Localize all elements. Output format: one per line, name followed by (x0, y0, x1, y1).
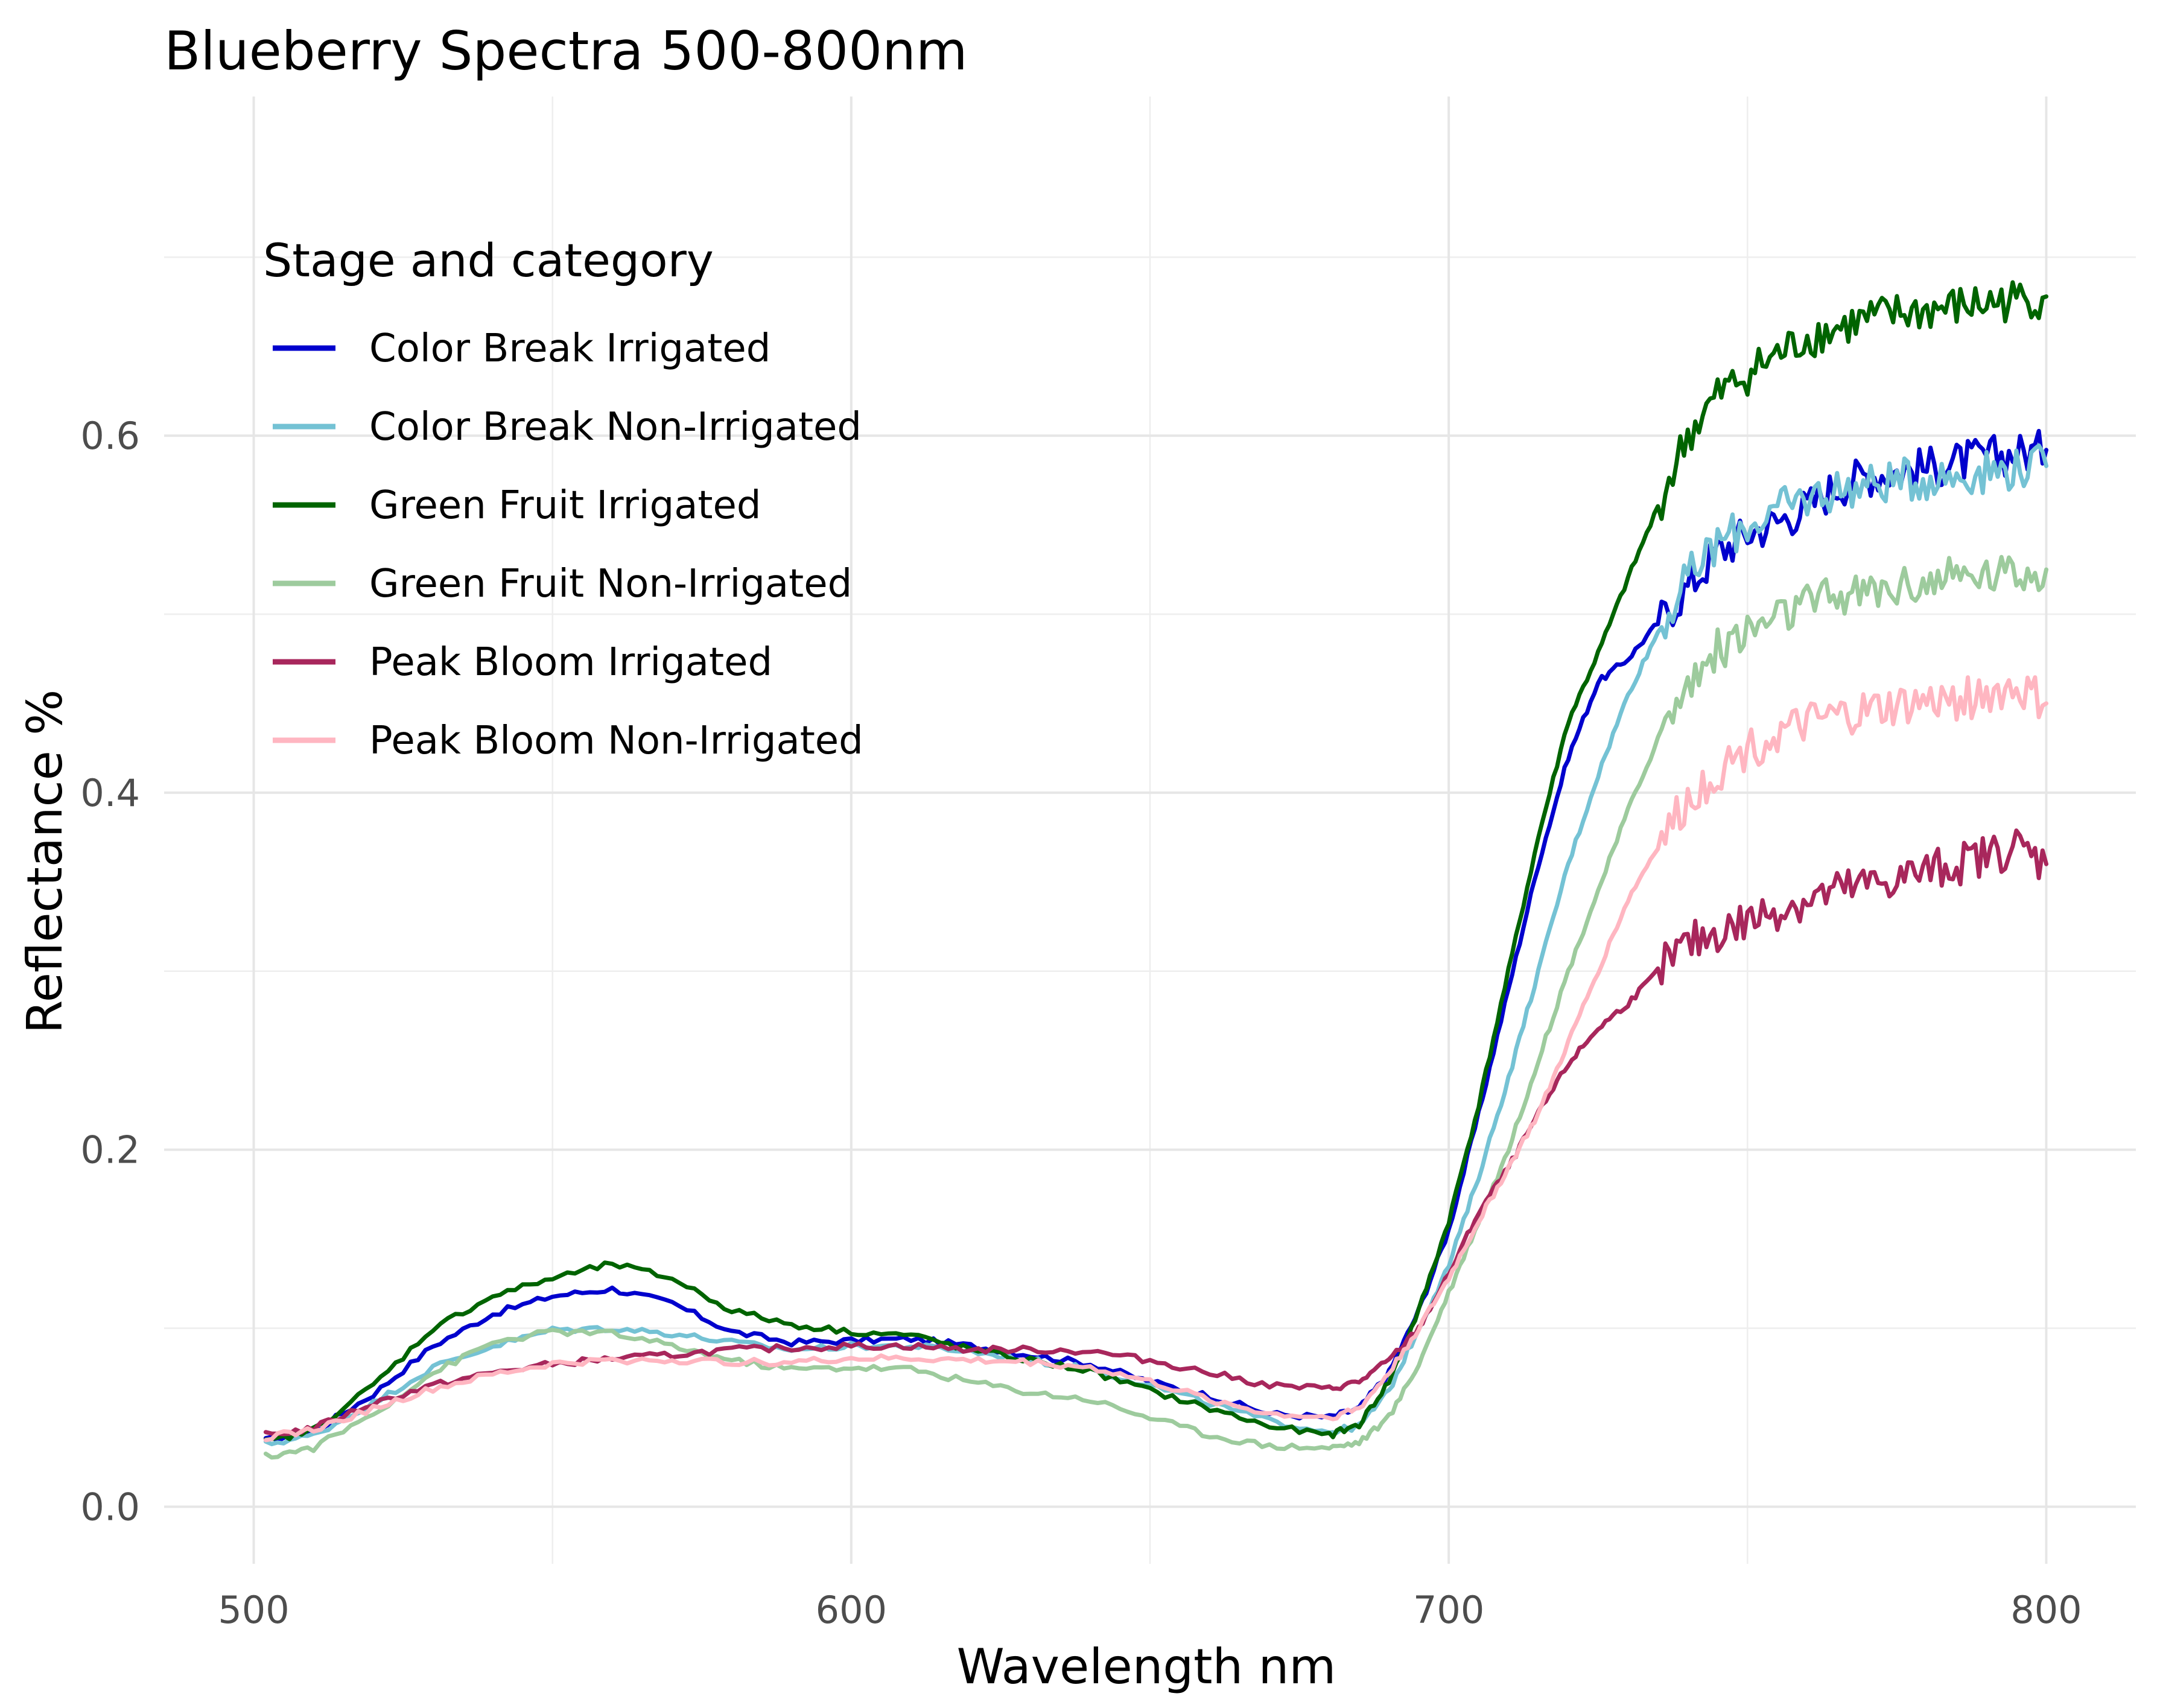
y-tick-label: 0.2 (80, 1128, 140, 1172)
chart-title: Blueberry Spectra 500-800nm (164, 20, 968, 82)
x-axis-ticks: 500 600 700 800 (218, 1588, 2082, 1632)
legend-label: Color Break Non-Irrigated (369, 405, 862, 449)
legend: Stage and category Color Break Irrigated… (263, 233, 863, 763)
y-axis-ticks: 0.0 0.2 0.4 0.6 (80, 414, 140, 1529)
legend-label: Peak Bloom Irrigated (369, 640, 772, 685)
x-tick-label: 600 (816, 1588, 887, 1632)
x-tick-label: 500 (218, 1588, 289, 1632)
x-axis-title: Wavelength nm (957, 1639, 1336, 1695)
x-tick-label: 800 (2010, 1588, 2082, 1632)
series-line-peak-bloom-non-irrigated (263, 675, 2048, 1443)
series-line-peak-bloom-irrigated (263, 828, 2048, 1437)
legend-title: Stage and category (263, 233, 714, 287)
legend-label: Green Fruit Irrigated (369, 483, 761, 528)
x-tick-label: 700 (1413, 1588, 1484, 1632)
y-axis-title: Reflectance % (17, 690, 73, 1034)
legend-label: Peak Bloom Non-Irrigated (369, 719, 863, 763)
series-line-green-fruit-irrigated (263, 280, 2048, 1442)
grid (164, 97, 2136, 1564)
series-lines (263, 280, 2048, 1460)
legend-label: Color Break Irrigated (369, 326, 770, 371)
y-tick-label: 0.0 (80, 1485, 140, 1529)
y-tick-label: 0.4 (80, 771, 140, 815)
series-line-green-fruit-non-irrigated (263, 554, 2048, 1460)
y-tick-label: 0.6 (80, 414, 140, 458)
legend-label: Green Fruit Non-Irrigated (369, 562, 852, 606)
